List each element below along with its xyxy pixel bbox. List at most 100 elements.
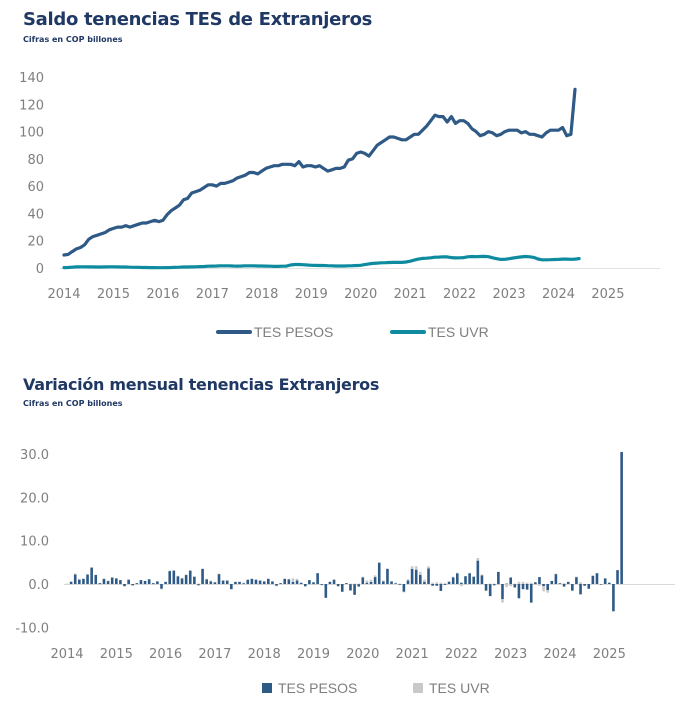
- bar-tes-uvr: [357, 583, 360, 585]
- bar-tes-pesos: [419, 574, 422, 584]
- bar-tes-pesos: [566, 581, 570, 584]
- y-tick-label: 0: [36, 262, 44, 277]
- bar-tes-pesos: [534, 582, 537, 584]
- bar-tes-uvr: [414, 566, 418, 570]
- legend-box-pesos-icon: [262, 683, 272, 693]
- bar-tes-uvr: [205, 578, 208, 580]
- x-tick-label: 2020: [346, 647, 379, 662]
- bar-tes-uvr: [238, 584, 241, 585]
- bar-tes-pesos: [115, 578, 118, 584]
- legend-box-uvr-icon: [413, 683, 423, 693]
- bar-tes-uvr: [427, 566, 430, 569]
- bar-tes-pesos: [217, 574, 221, 584]
- bar-tes-pesos: [234, 581, 237, 584]
- x-tick-label: 2021: [396, 647, 429, 662]
- bar-tes-uvr: [386, 568, 389, 570]
- bar-tes-pesos: [361, 577, 365, 584]
- bar-tes-pesos: [571, 584, 574, 591]
- bar-tes-uvr: [525, 582, 529, 584]
- bar-tes-pesos: [382, 581, 385, 584]
- bar-tes-pesos: [295, 580, 299, 584]
- bar-tes-pesos: [180, 578, 184, 584]
- bar-tes-uvr: [402, 591, 406, 593]
- bar-tes-uvr: [361, 576, 365, 578]
- bar-tes-pesos: [595, 573, 599, 584]
- bar-tes-pesos: [562, 584, 566, 587]
- x-tick-label: 2014: [50, 647, 83, 662]
- x-tick-label: 2021: [394, 287, 427, 302]
- bar-tes-pesos: [525, 584, 529, 590]
- bar-tes-pesos: [73, 574, 77, 584]
- bar-tes-pesos: [353, 584, 356, 595]
- y-tick-label: 120: [19, 98, 44, 113]
- bar-tes-pesos: [538, 577, 541, 584]
- chart1-legend-uvr: TES UVR: [390, 324, 489, 340]
- bar-tes-pesos: [587, 584, 591, 589]
- bar-tes-uvr: [320, 584, 324, 586]
- legend-line-uvr-icon: [390, 330, 426, 334]
- bar-tes-uvr: [398, 583, 402, 585]
- bar-tes-uvr: [501, 599, 504, 603]
- bar-tes-pesos: [221, 580, 225, 584]
- x-tick-label: 2014: [47, 287, 80, 302]
- bar-tes-pesos: [414, 569, 418, 584]
- bar-tes-uvr: [151, 584, 155, 585]
- bar-tes-uvr: [209, 580, 213, 582]
- bar-tes-pesos: [517, 584, 521, 599]
- legend-label-pesos: TES PESOS: [254, 324, 334, 340]
- bar-tes-pesos: [427, 568, 430, 584]
- bar-tes-pesos: [390, 581, 393, 584]
- bar-tes-pesos: [575, 577, 578, 584]
- bar-tes-pesos: [94, 574, 98, 584]
- bar-tes-uvr: [484, 590, 488, 592]
- bar-tes-pesos: [620, 451, 623, 584]
- bar-tes-uvr: [497, 584, 500, 585]
- bar-tes-uvr: [410, 566, 414, 569]
- bar-tes-pesos: [340, 584, 344, 592]
- bar-tes-pesos: [402, 584, 406, 592]
- x-tick-label: 2024: [542, 287, 575, 302]
- bar-tes-uvr: [90, 584, 93, 585]
- bar-tes-uvr: [394, 582, 397, 584]
- bar-tes-uvr: [492, 583, 496, 585]
- bar-tes-pesos: [451, 577, 455, 584]
- y-tick-label: 20: [27, 235, 44, 250]
- bar-tes-uvr: [234, 584, 237, 585]
- bar-tes-uvr: [336, 586, 340, 587]
- bar-tes-pesos: [435, 584, 439, 586]
- bar-tes-uvr: [69, 580, 73, 582]
- bar-tes-pesos: [168, 571, 172, 584]
- x-tick-label: 2022: [445, 647, 478, 662]
- bar-tes-pesos: [505, 583, 508, 585]
- y-tick-label: 60: [27, 180, 44, 195]
- bar-tes-pesos: [308, 580, 311, 584]
- bar-tes-uvr: [369, 579, 373, 582]
- bar-tes-uvr: [349, 583, 352, 585]
- bar-tes-pesos: [102, 578, 106, 584]
- bar-tes-pesos: [193, 576, 196, 584]
- bar-tes-pesos: [509, 577, 512, 584]
- x-tick-label: 2023: [494, 647, 527, 662]
- bar-tes-pesos: [542, 584, 545, 587]
- bar-tes-uvr: [538, 584, 541, 586]
- x-tick-label: 2017: [196, 287, 229, 302]
- bar-tes-uvr: [135, 584, 139, 585]
- bar-tes-pesos: [299, 582, 303, 584]
- bar-tes-uvr: [431, 582, 434, 584]
- bar-tes-pesos: [90, 567, 93, 584]
- bar-tes-pesos: [410, 568, 414, 584]
- bar-tes-pesos: [254, 579, 258, 584]
- bar-tes-pesos: [262, 581, 266, 584]
- bar-tes-pesos: [258, 580, 262, 584]
- bar-tes-uvr: [558, 582, 562, 584]
- bar-tes-pesos: [78, 579, 81, 584]
- monthly-change-bar-chart: -10.0 0.0 10.0 20.0 30.0 2014 2015 2016 2017 2018…: [15, 448, 675, 662]
- bar-tes-pesos: [612, 584, 615, 612]
- bar-tes-uvr: [143, 584, 147, 585]
- bar-tes-pesos: [287, 579, 291, 584]
- x-tick-label: 2016: [146, 287, 179, 302]
- bar-tes-uvr: [406, 579, 410, 581]
- y-tick-label: 30.0: [20, 448, 49, 463]
- bar-tes-pesos: [394, 583, 397, 584]
- bar-tes-pesos: [98, 583, 102, 584]
